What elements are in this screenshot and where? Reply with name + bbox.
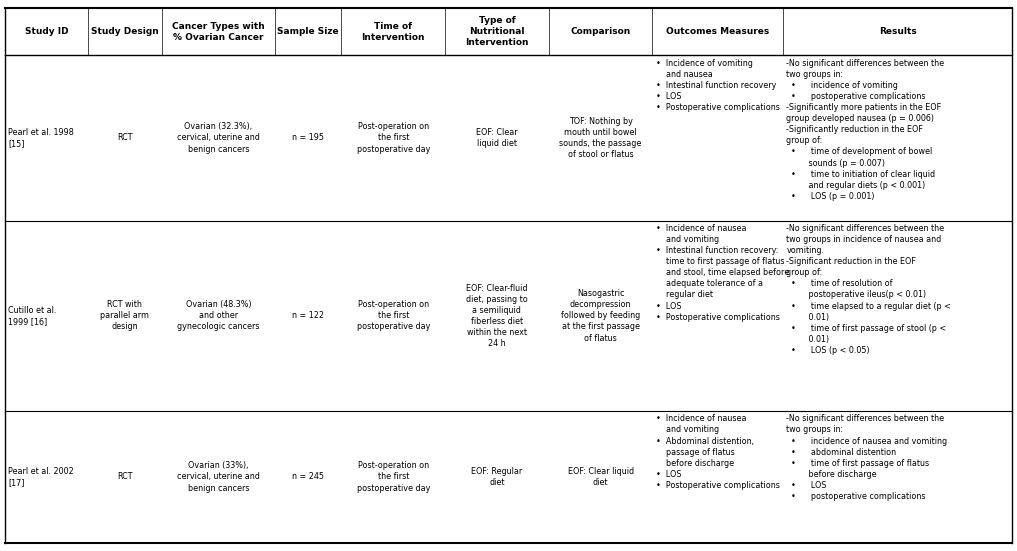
Text: -No significant differences between the
two groups in incidence of nausea and
vo: -No significant differences between the … bbox=[786, 224, 951, 355]
Text: Comparison: Comparison bbox=[571, 28, 631, 36]
Text: Post-operation on
the first
postoperative day: Post-operation on the first postoperativ… bbox=[357, 300, 430, 331]
Text: n = 122: n = 122 bbox=[292, 311, 324, 320]
Text: Pearl et al. 1998
[15]: Pearl et al. 1998 [15] bbox=[8, 128, 74, 148]
Text: EOF: Regular
diet: EOF: Regular diet bbox=[471, 467, 523, 487]
Text: Post-operation on
the first
postoperative day: Post-operation on the first postoperativ… bbox=[357, 122, 430, 154]
Text: •  Incidence of nausea
    and vomiting
•  Abdominal distention,
    passage of : • Incidence of nausea and vomiting • Abd… bbox=[656, 414, 779, 490]
Text: -No significant differences between the
two groups in:
  •      incidence of vom: -No significant differences between the … bbox=[786, 58, 945, 201]
Text: Nasogastric
decompression
followed by feeding
at the first passage
of flatus: Nasogastric decompression followed by fe… bbox=[561, 289, 641, 343]
Text: Pearl et al. 2002
[17]: Pearl et al. 2002 [17] bbox=[8, 467, 74, 487]
Text: RCT: RCT bbox=[117, 133, 132, 143]
Text: •  Incidence of nausea
    and vomiting
•  Intestinal function recovery:
    tim: • Incidence of nausea and vomiting • Int… bbox=[656, 224, 789, 322]
Text: EOF: Clear-fluid
diet, passing to
a semiliquid
fiberless diet
within the next
24: EOF: Clear-fluid diet, passing to a semi… bbox=[466, 284, 528, 348]
Text: -No significant differences between the
two groups in:
  •      incidence of nau: -No significant differences between the … bbox=[786, 414, 948, 501]
Text: Time of
Intervention: Time of Intervention bbox=[361, 21, 425, 42]
Text: EOF: Clear
liquid diet: EOF: Clear liquid diet bbox=[476, 128, 518, 148]
Text: Cutillo et al.
1999 [16]: Cutillo et al. 1999 [16] bbox=[8, 306, 57, 326]
Text: Cancer Types with
% Ovarian Cancer: Cancer Types with % Ovarian Cancer bbox=[172, 21, 264, 42]
Text: Post-operation on
the first
postoperative day: Post-operation on the first postoperativ… bbox=[357, 461, 430, 493]
Text: Outcomes Measures: Outcomes Measures bbox=[666, 28, 770, 36]
Text: Ovarian (33%),
cervical, uterine and
benign cancers: Ovarian (33%), cervical, uterine and ben… bbox=[177, 461, 260, 493]
Text: Ovarian (48.3%)
and other
gynecologic cancers: Ovarian (48.3%) and other gynecologic ca… bbox=[177, 300, 259, 331]
Text: n = 195: n = 195 bbox=[292, 133, 324, 143]
Text: n = 245: n = 245 bbox=[292, 472, 324, 482]
Text: RCT with
parallel arm
design: RCT with parallel arm design bbox=[101, 300, 149, 331]
Text: Results: Results bbox=[879, 28, 916, 36]
Text: Study ID: Study ID bbox=[24, 28, 68, 36]
Text: •  Incidence of vomiting
    and nausea
•  Intestinal function recovery
•  LOS
•: • Incidence of vomiting and nausea • Int… bbox=[656, 58, 779, 112]
Text: Ovarian (32.3%),
cervical, uterine and
benign cancers: Ovarian (32.3%), cervical, uterine and b… bbox=[177, 122, 260, 154]
Text: TOF: Nothing by
mouth until bowel
sounds, the passage
of stool or flatus: TOF: Nothing by mouth until bowel sounds… bbox=[559, 117, 642, 159]
Text: Type of
Nutritional
Intervention: Type of Nutritional Intervention bbox=[465, 16, 529, 47]
Text: EOF: Clear liquid
diet: EOF: Clear liquid diet bbox=[567, 467, 634, 487]
Text: Study Design: Study Design bbox=[92, 28, 159, 36]
Text: Sample Size: Sample Size bbox=[278, 28, 339, 36]
Text: RCT: RCT bbox=[117, 472, 132, 482]
